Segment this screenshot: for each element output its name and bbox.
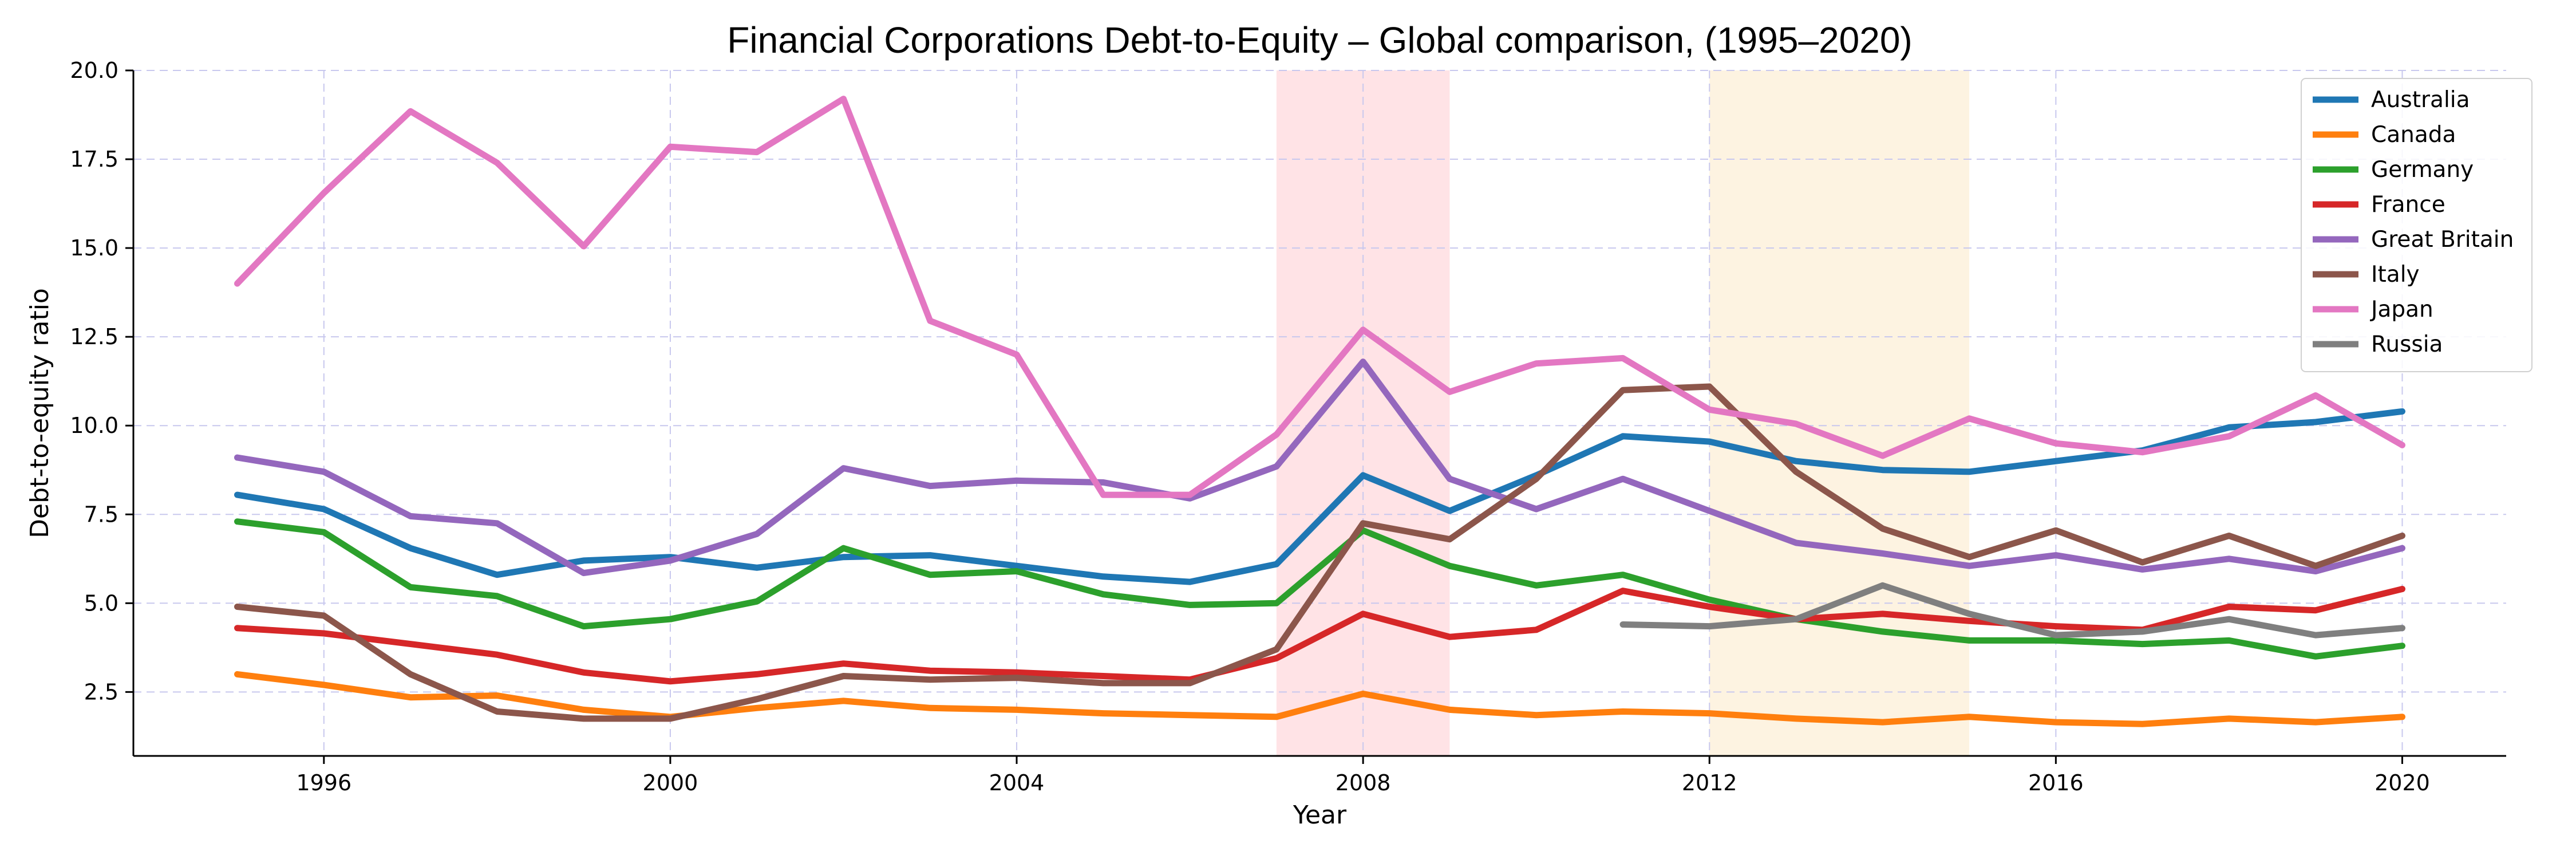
y-tick-label: 10.0 [70, 413, 118, 438]
series-line-japan [234, 96, 2405, 498]
series-line-france [234, 586, 2405, 685]
y-axis-ticks: 2.5 5.0 7.5 10.0 12.5 15.0 17.5 20.0 [70, 58, 133, 704]
chart-title: Financial Corporations Debt-to-Equity – … [727, 19, 1912, 61]
x-tick-label: 2000 [643, 770, 698, 795]
legend-label-germany: Germany [2371, 157, 2474, 183]
series-line-australia [234, 408, 2405, 585]
x-tick-label: 2012 [1682, 770, 1737, 795]
shaded-regions [1276, 70, 1970, 756]
legend-label-great-britain: Great Britain [2371, 227, 2514, 253]
x-tick-label: 2008 [1336, 770, 1391, 795]
shaded-region-2 [1709, 70, 1970, 756]
series-line-germany [234, 518, 2405, 660]
x-tick-label: 2004 [989, 770, 1045, 795]
series-line-canada [234, 671, 2405, 727]
legend-label-australia: Australia [2371, 87, 2470, 113]
x-tick-label: 1996 [296, 770, 351, 795]
legend-label-japan: Japan [2369, 297, 2433, 322]
axes [132, 70, 2506, 757]
x-tick-label: 2016 [2028, 770, 2084, 795]
series-lines [234, 96, 2405, 727]
series-line-great-britain [234, 358, 2405, 577]
y-tick-label: 12.5 [70, 324, 118, 349]
legend-label-italy: Italy [2371, 262, 2420, 287]
y-tick-label: 2.5 [84, 679, 118, 704]
legend-box [2301, 78, 2532, 372]
y-tick-label: 5.0 [84, 590, 118, 616]
legend-label-russia: Russia [2371, 332, 2443, 357]
y-tick-label: 7.5 [84, 502, 118, 527]
y-tick-label: 17.5 [70, 147, 118, 172]
legend-label-france: France [2371, 192, 2445, 218]
y-axis-title: Debt-to-equity ratio [25, 288, 54, 538]
legend-label-canada: Canada [2371, 122, 2456, 148]
x-axis-ticks: 1996 2000 2004 2008 2012 2016 2020 [296, 756, 2430, 795]
x-axis-title: Year [1293, 801, 1347, 830]
legend: Australia Canada Germany France Great Britai… [2301, 78, 2532, 372]
x-tick-label: 2020 [2374, 770, 2430, 795]
y-tick-label: 20.0 [70, 58, 118, 83]
y-tick-label: 15.0 [70, 235, 118, 261]
series-line-italy [234, 383, 2405, 722]
series-line-russia [1619, 582, 2405, 639]
